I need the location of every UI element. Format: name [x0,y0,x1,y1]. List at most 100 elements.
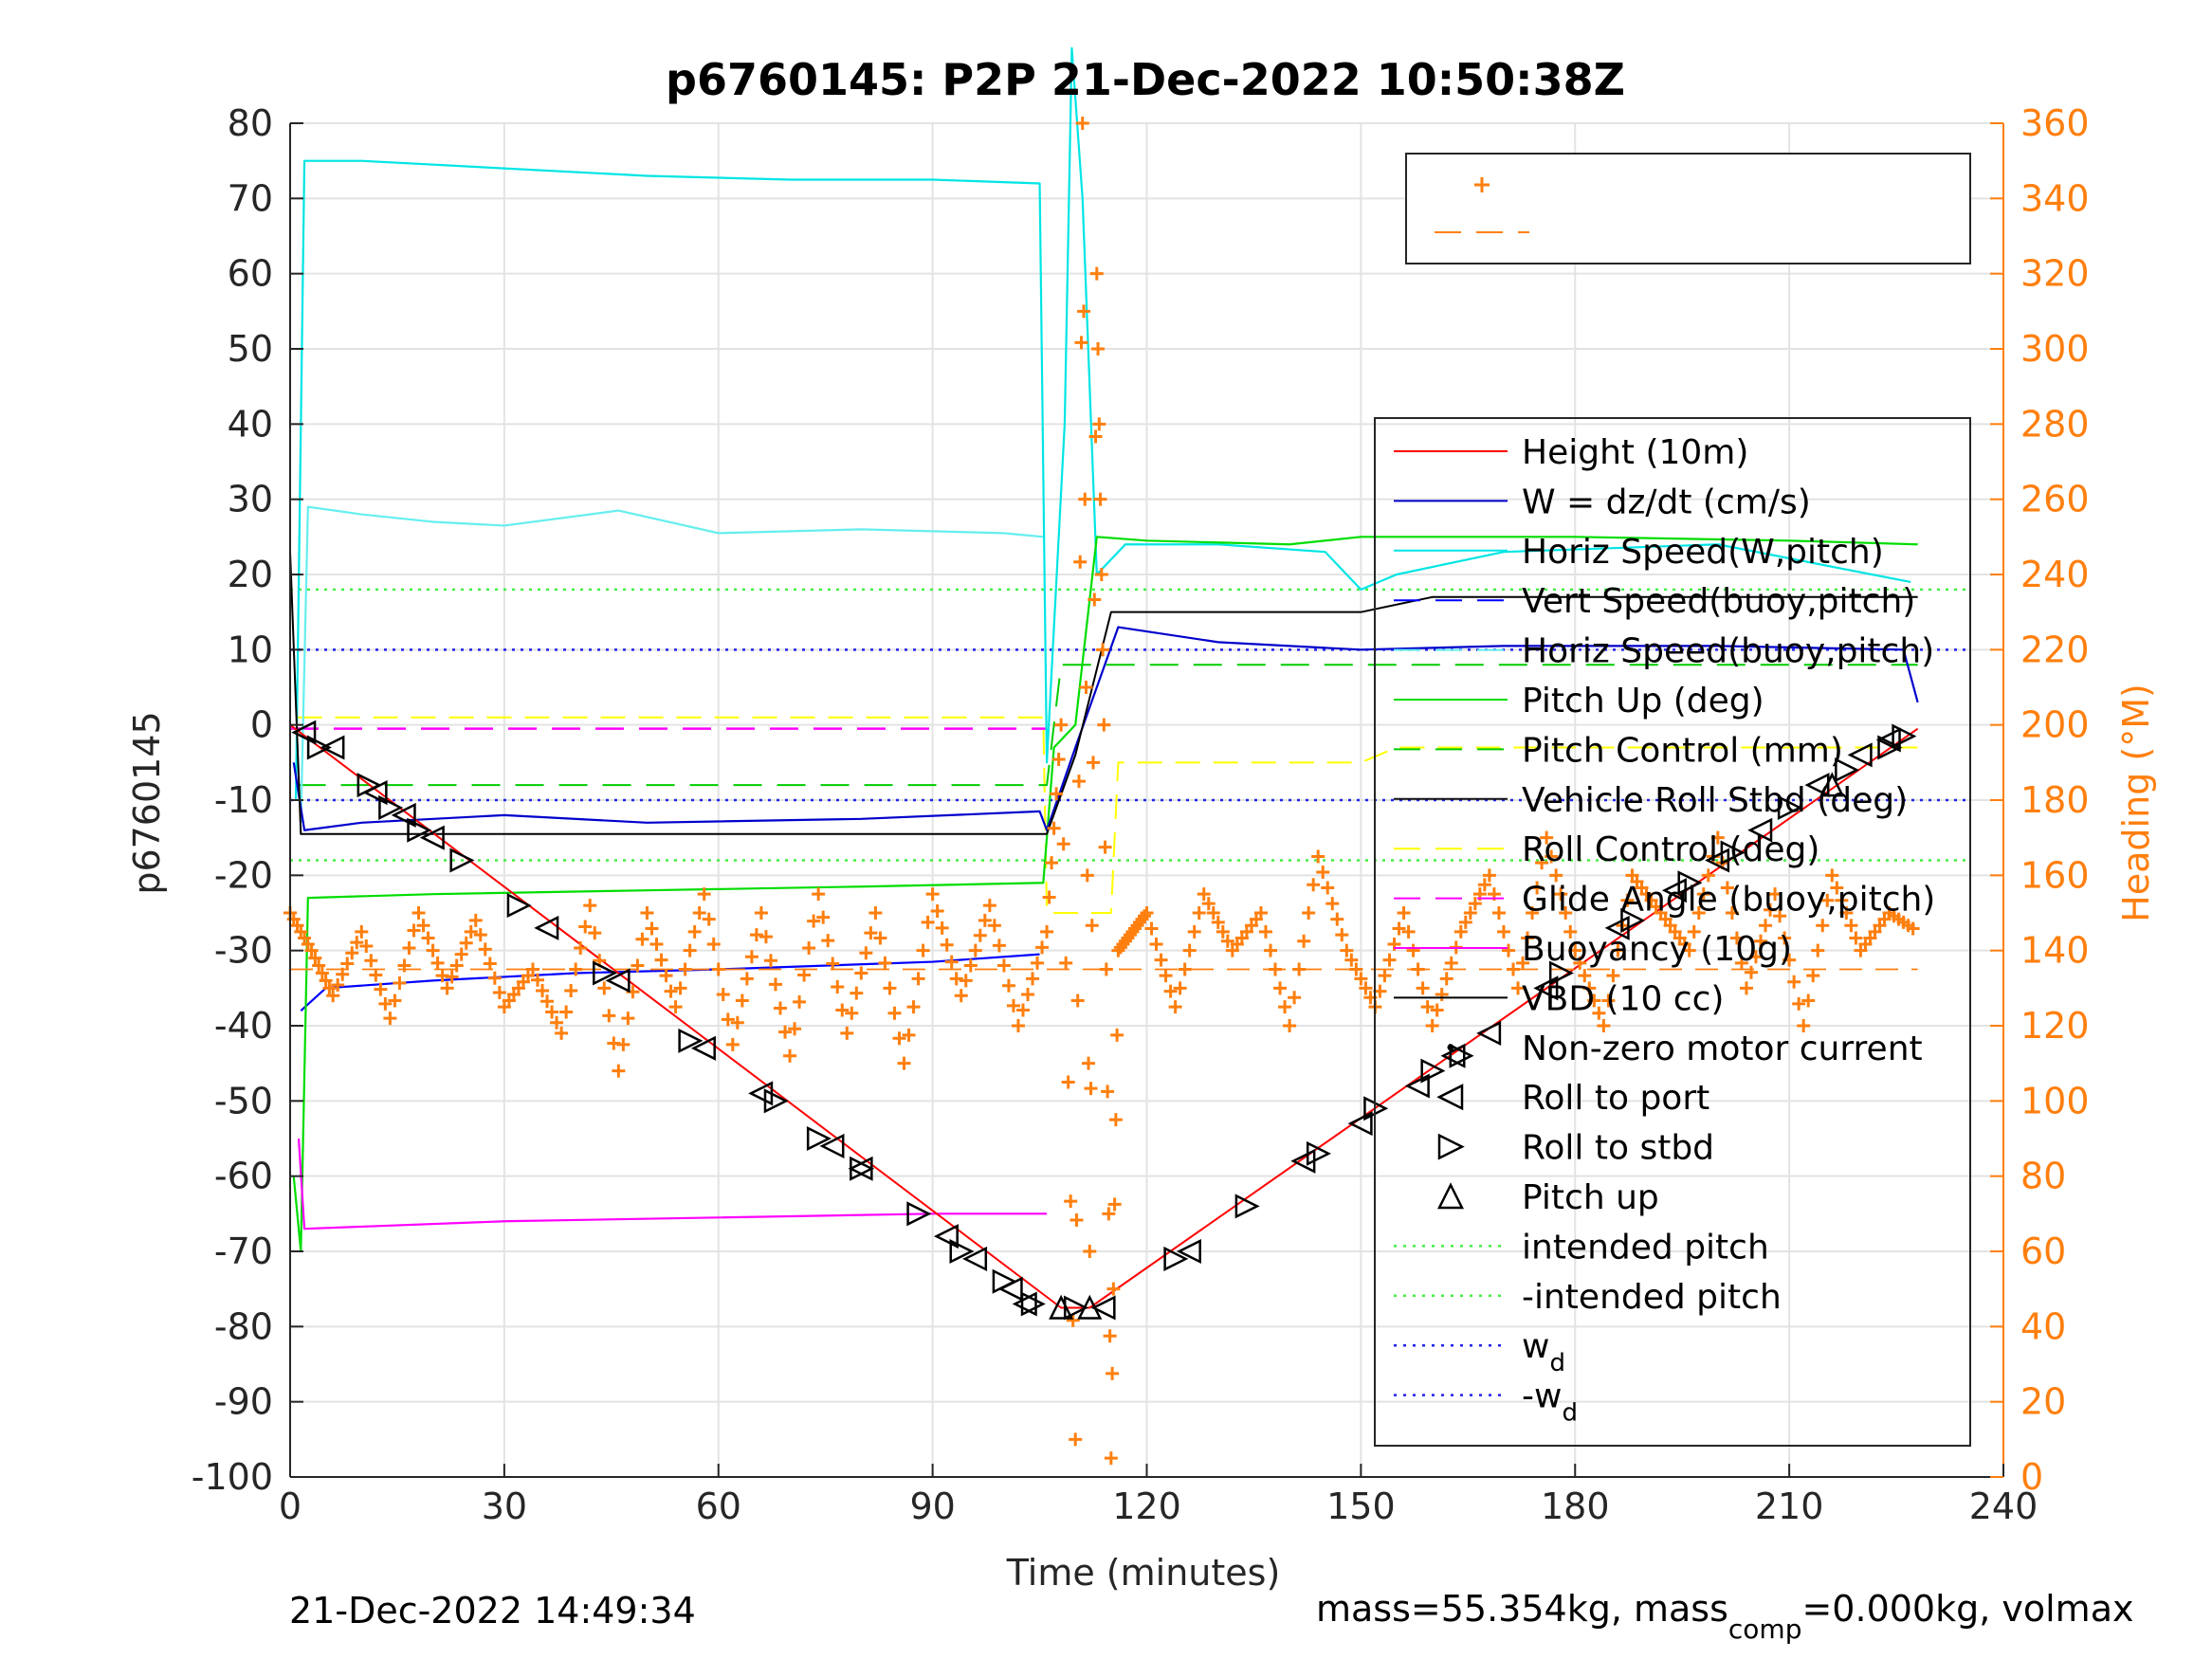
heading-marker [1040,924,1054,939]
heading-marker [1074,336,1088,350]
heading-marker [407,923,421,938]
heading-marker [355,924,369,939]
x-tick-label: 90 [909,1486,955,1527]
heading-marker [1787,975,1801,989]
heading-marker [1811,943,1825,957]
roll-stbd-marker [1420,1058,1446,1084]
heading-marker [802,941,816,956]
heading-marker [1816,919,1830,933]
roll-stbd-marker [449,848,475,873]
heading-marker [930,904,944,919]
heading-marker [369,968,383,982]
heading-marker [1392,921,1406,936]
heading-marker [735,994,749,1008]
heading-marker [1696,887,1710,902]
heading-marker [1330,912,1344,926]
heading-marker [1149,938,1163,952]
roll-stbd-marker [506,893,532,919]
heading-marker [319,974,333,988]
heading-marker [1107,1197,1122,1212]
heading-marker [821,934,835,948]
legend-main-label-text: Pitch Control (mm) [1522,731,1843,770]
heading-marker [816,910,831,924]
heading-marker [1463,906,1477,920]
y-right-tick-label: 40 [2020,1305,2066,1347]
heading-marker [711,962,725,976]
heading-marker [1397,906,1411,920]
legend-main-label: W = dz/dt (cm/s) [1522,483,1811,521]
heading-marker [1311,849,1325,864]
heading-marker [1106,1282,1121,1296]
reference-lines [290,588,1965,862]
heading-marker [1759,919,1773,933]
heading-marker [1082,1056,1096,1070]
heading-marker [887,1006,902,1020]
heading-marker [783,1048,797,1063]
heading-marker [492,985,506,999]
heading-marker [1069,1432,1083,1447]
y-left-tick-label: -30 [214,930,273,972]
heading-marker [1288,991,1302,1005]
roll-port-marker [933,1224,959,1249]
heading-marker [359,939,374,954]
legend-heading-swatch [1474,177,1490,192]
heading-marker [1091,342,1106,356]
heading-marker [654,953,668,967]
roll-stbd-marker [906,1201,932,1227]
roll-port-marker [1533,975,1559,1001]
heading-marker [1154,953,1168,967]
legend-main-label: -intended pitch [1522,1278,1782,1317]
y-right-tick-label: 140 [2020,930,2090,972]
heading-marker [1820,893,1835,907]
heading-marker [763,954,777,968]
heading-marker [1098,840,1112,854]
heading-marker [1354,972,1368,986]
roll-stbd-marker [763,1088,789,1114]
roll-port-marker [1476,1020,1502,1046]
heading-marker [730,1015,744,1030]
heading-marker [1079,681,1093,694]
heading-marker [754,906,768,920]
heading-marker [1482,868,1496,883]
roll-stbd-marker [1720,840,1746,866]
legend-heading [1405,153,1971,264]
heading-marker [1744,965,1758,979]
marker-layer [283,117,1920,1466]
heading-marker [982,899,996,913]
heading-marker [1099,962,1113,976]
heading-marker [925,887,940,902]
roll-stbd-marker [1877,735,1903,760]
heading-marker [835,1003,850,1017]
heading-marker [1849,931,1863,945]
heading-marker [1825,868,1839,883]
series-layer [289,46,1919,1309]
heading-marker [1316,866,1330,880]
heading-marker [797,968,812,982]
heading-marker [664,984,678,998]
roll-stbd-marker [1892,723,1917,749]
heading-marker [426,943,440,957]
heading-marker [1592,1006,1606,1020]
heading-marker [1611,943,1625,957]
roll-stbd-marker [806,1125,832,1152]
heading-marker [850,986,864,1000]
heading-marker [308,951,322,965]
heading-marker [1051,753,1066,767]
heading-marker [559,1005,574,1019]
heading-marker [1144,921,1159,936]
heading-marker [840,1026,854,1040]
heading-marker [473,928,487,942]
heading-marker [892,1031,906,1046]
legend-main-label-text: Roll to port [1522,1079,1709,1118]
heading-marker [973,928,987,942]
heading-marker [1425,1019,1439,1032]
heading-marker [1701,868,1715,883]
heading-marker [536,983,550,997]
heading-marker [725,1037,740,1051]
legend-main-label-text: Buoyancy (10g) [1522,930,1792,969]
heading-marker [987,919,1001,933]
heading-marker [531,973,545,987]
x-tick-label: 0 [279,1486,302,1527]
